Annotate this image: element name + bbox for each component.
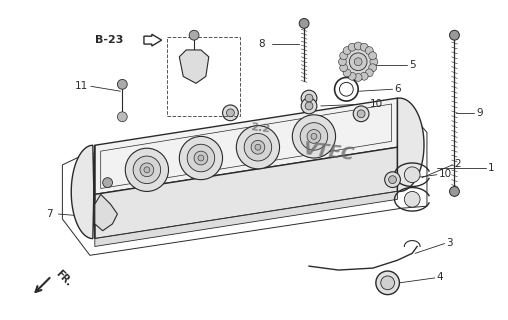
Circle shape (236, 126, 279, 169)
Circle shape (354, 74, 362, 81)
Circle shape (376, 271, 399, 295)
Circle shape (357, 110, 365, 118)
FancyArrow shape (144, 34, 162, 46)
Circle shape (365, 47, 373, 54)
Circle shape (338, 58, 346, 66)
Text: 7: 7 (46, 209, 52, 219)
Circle shape (133, 156, 161, 184)
Circle shape (194, 151, 208, 165)
Circle shape (340, 44, 376, 79)
Text: 3: 3 (447, 237, 453, 248)
Circle shape (385, 172, 400, 188)
Circle shape (301, 90, 317, 106)
Text: 6: 6 (395, 84, 401, 94)
Circle shape (305, 102, 313, 110)
Circle shape (244, 133, 272, 161)
Circle shape (189, 30, 199, 40)
Circle shape (348, 43, 356, 51)
Text: 10: 10 (370, 99, 383, 109)
Text: 2.2: 2.2 (249, 122, 270, 135)
Circle shape (125, 148, 169, 191)
Text: 9: 9 (476, 108, 483, 118)
Circle shape (369, 52, 376, 60)
Circle shape (140, 163, 154, 177)
Polygon shape (179, 50, 209, 83)
Circle shape (251, 140, 265, 154)
Circle shape (187, 144, 215, 172)
Polygon shape (95, 191, 397, 246)
Text: VTEC: VTEC (302, 140, 356, 164)
Circle shape (348, 72, 356, 80)
Circle shape (370, 58, 378, 66)
Circle shape (360, 72, 368, 80)
Circle shape (354, 58, 362, 66)
Text: 11: 11 (75, 81, 88, 91)
Circle shape (117, 112, 127, 122)
Circle shape (305, 94, 313, 102)
Polygon shape (95, 147, 397, 239)
Circle shape (255, 144, 261, 150)
Circle shape (404, 167, 420, 183)
Circle shape (350, 53, 367, 71)
Circle shape (103, 178, 112, 188)
Text: 10: 10 (439, 169, 452, 179)
Circle shape (389, 176, 396, 184)
Polygon shape (397, 98, 424, 191)
Circle shape (300, 123, 328, 150)
Circle shape (144, 167, 150, 173)
Circle shape (404, 191, 420, 207)
Circle shape (450, 187, 459, 196)
Circle shape (179, 136, 223, 180)
Circle shape (365, 69, 373, 77)
Circle shape (340, 64, 347, 72)
Text: B-23: B-23 (95, 35, 123, 45)
Circle shape (381, 276, 395, 290)
Circle shape (343, 47, 351, 54)
Circle shape (307, 130, 321, 143)
Circle shape (198, 155, 204, 161)
Circle shape (354, 42, 362, 50)
Circle shape (360, 43, 368, 51)
Polygon shape (95, 194, 117, 231)
Text: 5: 5 (409, 60, 416, 70)
Circle shape (369, 64, 376, 72)
Circle shape (450, 30, 459, 40)
Text: 2: 2 (455, 159, 461, 169)
Text: FR.: FR. (53, 268, 73, 288)
Circle shape (343, 69, 351, 77)
Polygon shape (95, 98, 397, 194)
Circle shape (353, 106, 369, 122)
Circle shape (223, 105, 238, 121)
Text: 8: 8 (258, 39, 265, 49)
Circle shape (340, 52, 347, 60)
Text: 1: 1 (488, 163, 494, 173)
Text: 4: 4 (437, 272, 443, 282)
Bar (167, 37, 240, 116)
Polygon shape (71, 145, 95, 239)
Circle shape (227, 109, 234, 117)
Circle shape (299, 19, 309, 28)
Circle shape (301, 98, 317, 114)
Circle shape (117, 79, 127, 89)
Circle shape (292, 115, 336, 158)
Circle shape (311, 133, 317, 140)
